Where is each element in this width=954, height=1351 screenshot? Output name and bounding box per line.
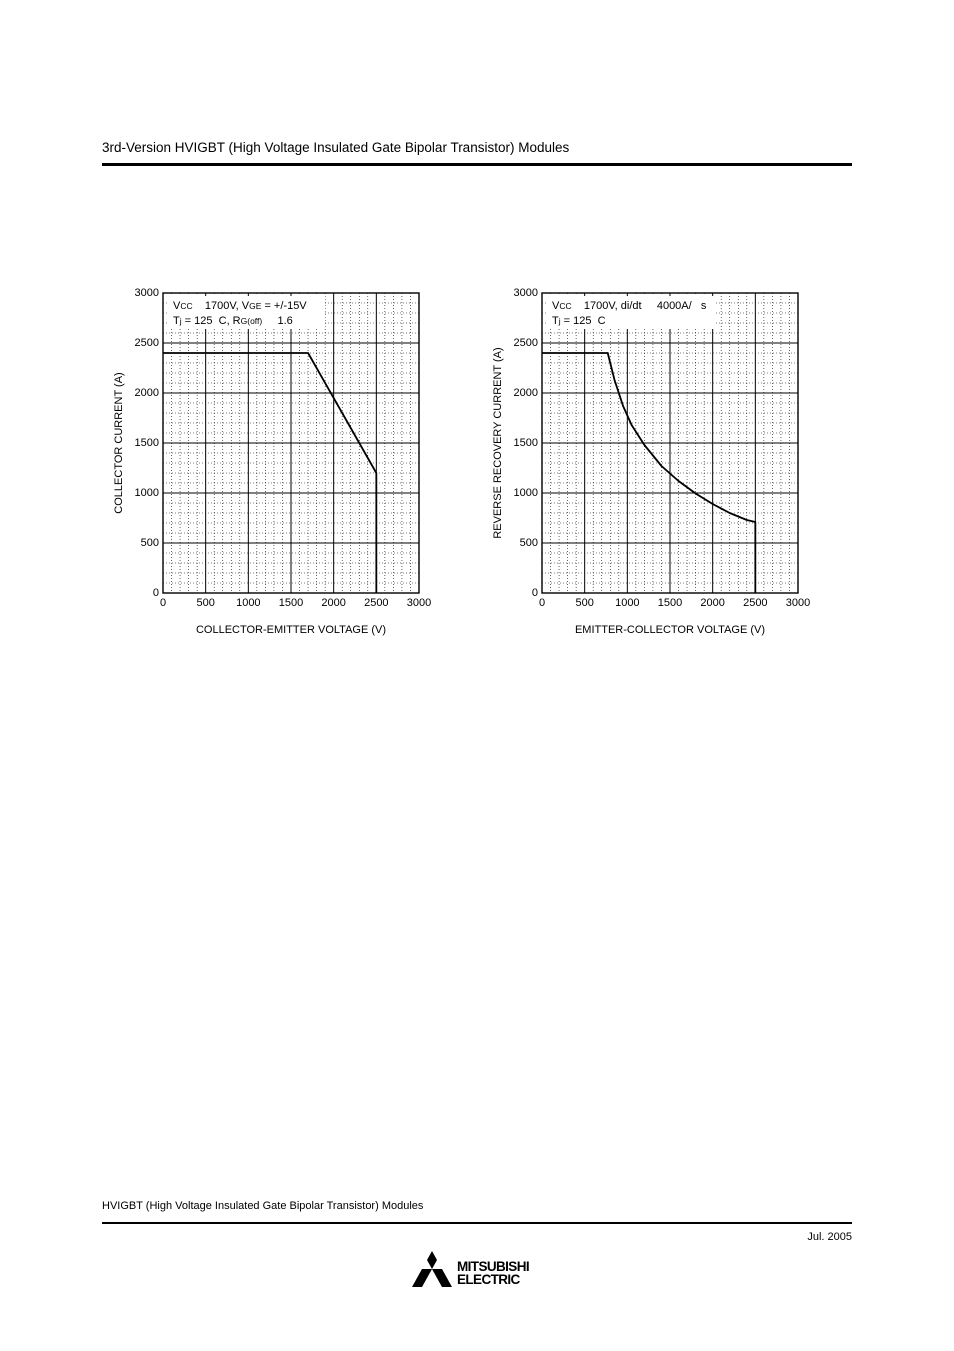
x-tick-label: 2000 (321, 597, 345, 609)
header-rule (102, 163, 852, 166)
footer-rule (102, 1222, 852, 1224)
page-header-title: 3rd-Version HVIGBT (High Voltage Insulat… (102, 140, 570, 155)
y-tick-label: 500 (520, 537, 538, 549)
logo-line2: ELECTRIC (457, 1272, 520, 1287)
annotation-line: VCC 1700V, di/dt 4000A/ s (552, 300, 707, 312)
x-tick-label: 3000 (786, 597, 810, 609)
series-line (163, 352, 378, 593)
y-tick-label: 1000 (514, 487, 538, 499)
y-tick-label: 1000 (135, 487, 159, 499)
y-tick-label: 0 (153, 587, 159, 599)
y-axis-label: REVERSE RECOVERY CURRENT (A) (492, 347, 504, 538)
series-line (542, 352, 757, 593)
y-tick-label: 2000 (135, 387, 159, 399)
grid (163, 293, 419, 593)
x-axis-label: COLLECTOR-EMITTER VOLTAGE (V) (196, 624, 386, 636)
mitsubishi-electric-logo: MITSUBISHI ELECTRIC (409, 1250, 549, 1290)
annotation-line: Tj = 125 C, RG(off) 1.6 (173, 315, 293, 327)
x-tick-label: 1500 (279, 597, 303, 609)
chart-collector-current: 0 500 1000 1500 2000 2500 3000 0 500 1000 1500 2000… (113, 287, 431, 636)
footer-title: HVIGBT (High Voltage Insulated Gate Bipo… (102, 1200, 424, 1212)
y-tick-label: 2000 (514, 387, 538, 399)
y-axis-label: COLLECTOR CURRENT (A) (113, 372, 125, 513)
y-tick-label: 3000 (135, 287, 159, 299)
annotation-line: Tj = 125 C (552, 315, 606, 327)
x-axis-label: EMITTER-COLLECTOR VOLTAGE (V) (575, 624, 765, 636)
three-diamonds-icon (412, 1251, 452, 1287)
x-tick-label: 1000 (615, 597, 639, 609)
y-tick-label: 1500 (135, 437, 159, 449)
x-tick-label: 500 (575, 597, 593, 609)
x-tick-label: 2000 (700, 597, 724, 609)
x-tick-label: 2500 (743, 597, 767, 609)
x-tick-label: 1500 (658, 597, 682, 609)
annotation-line: VCC 1700V, VGE = +/-15V (173, 300, 307, 312)
x-tick-label: 0 (160, 597, 166, 609)
logo-line1: MITSUBISHI (457, 1259, 530, 1274)
x-tick-label: 2500 (364, 597, 388, 609)
y-tick-label: 2500 (135, 337, 159, 349)
y-tick-label: 500 (141, 537, 159, 549)
footer-date: Jul. 2005 (807, 1231, 852, 1243)
x-tick-label: 1000 (236, 597, 260, 609)
y-tick-label: 1500 (514, 437, 538, 449)
plot-frame (541, 292, 799, 594)
annotation-background (167, 296, 325, 329)
x-tick-label: 500 (196, 597, 214, 609)
plot-frame (162, 292, 420, 594)
annotation-background (546, 296, 714, 329)
x-tick-label: 0 (539, 597, 545, 609)
x-tick-label: 3000 (407, 597, 431, 609)
grid (542, 293, 798, 593)
chart-reverse-recovery-current: 0 500 1000 1500 2000 2500 3000 0 500 1000 1500 2000… (492, 287, 810, 636)
y-tick-label: 2500 (514, 337, 538, 349)
y-tick-label: 3000 (514, 287, 538, 299)
y-tick-label: 0 (532, 587, 538, 599)
